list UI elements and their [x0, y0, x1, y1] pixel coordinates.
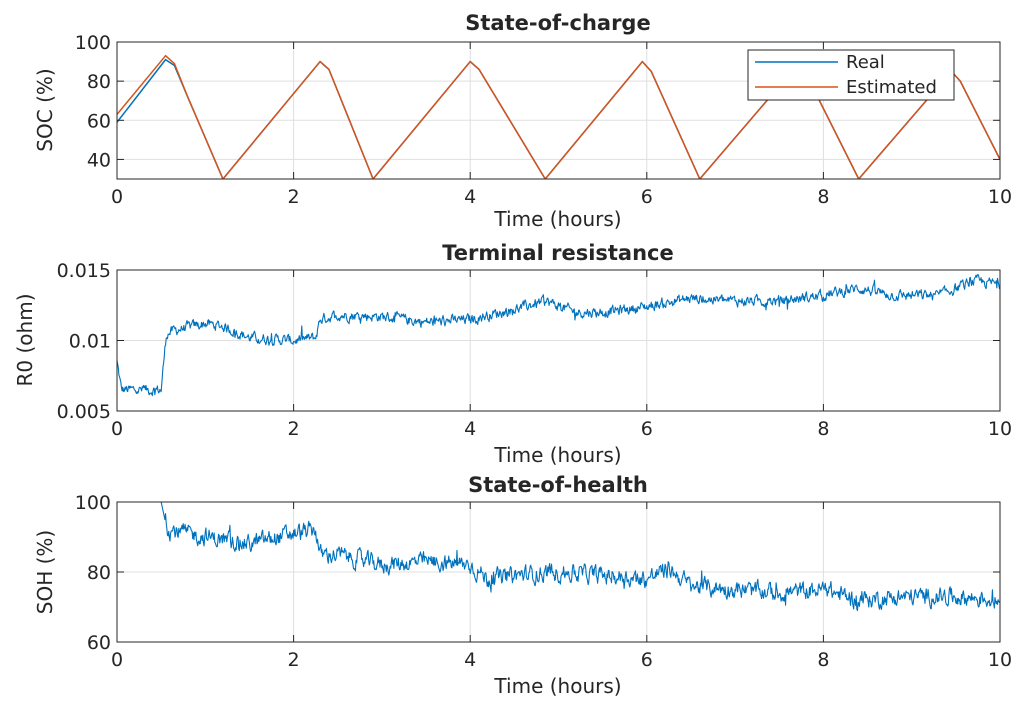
legend-label-real: Real — [846, 52, 885, 73]
soh-ytick-label: 60 — [87, 632, 111, 654]
soh-xlabel: Time (hours) — [493, 674, 621, 698]
soh-xtick-label: 0 — [111, 649, 123, 671]
r0-title: Terminal resistance — [442, 241, 674, 265]
soc-axes: 0 2 4 6 8 10 40 60 80 100 State-of-charge Time (h… — [33, 11, 1012, 231]
r0-series — [117, 273, 1000, 397]
soh-series-line-0 — [117, 502, 1000, 612]
soh-ylabel: SOH (%) — [33, 530, 57, 614]
soc-axes-box — [116, 41, 1001, 180]
soh-title: State-of-health — [468, 473, 648, 497]
soc-ylabel: SOC (%) — [33, 68, 57, 151]
legend-box — [747, 49, 955, 101]
r0-series-line-0 — [117, 273, 1000, 397]
soc-ytick-label: 60 — [87, 110, 111, 132]
soc-ticks: 0 2 4 6 8 10 40 60 80 100 — [75, 32, 1012, 208]
r0-xtick-label: 2 — [288, 418, 300, 440]
r0-ytick-label: 0.005 — [57, 401, 111, 423]
soh-xtick-label: 10 — [988, 649, 1012, 671]
r0-ytick-label: 0.015 — [57, 260, 111, 282]
soc-title: State-of-charge — [465, 11, 650, 35]
soh-axes: 0 2 4 6 8 10 60 80 100 State-of-health Time (hou… — [33, 473, 1012, 698]
r0-ticks: 0 2 4 6 8 10 0.005 0.01 0.015 — [57, 260, 1013, 440]
soc-ytick-label: 100 — [75, 32, 111, 54]
soh-xtick-label: 8 — [817, 649, 829, 671]
soc-ytick-label: 80 — [87, 71, 111, 93]
soc-xtick-label: 8 — [817, 186, 829, 208]
soc-xtick-label: 6 — [641, 186, 653, 208]
r0-ytick-label: 0.01 — [69, 331, 111, 353]
soh-ticks: 0 2 4 6 8 10 60 80 100 — [75, 492, 1012, 671]
r0-xtick-label: 8 — [817, 418, 829, 440]
r0-xtick-label: 10 — [988, 418, 1012, 440]
soc-ytick-label: 40 — [87, 149, 111, 171]
r0-xlabel: Time (hours) — [493, 443, 621, 467]
r0-axes: 0 2 4 6 8 10 0.005 0.01 0.015 Terminal resistanc… — [13, 241, 1012, 467]
soc-xtick-label: 0 — [111, 186, 123, 208]
r0-ylabel: R0 (ohm) — [13, 294, 37, 387]
soc-xtick-label: 10 — [988, 186, 1012, 208]
soh-ytick-label: 80 — [87, 562, 111, 584]
soh-xtick-label: 6 — [641, 649, 653, 671]
soc-xlabel: Time (hours) — [493, 207, 621, 231]
legend-label-estimated: Estimated — [846, 77, 937, 98]
soc-series-line-estimated — [117, 54, 1000, 179]
soc-series — [117, 54, 1000, 179]
soh-xtick-label: 4 — [464, 649, 476, 671]
soh-xtick-label: 2 — [288, 649, 300, 671]
soh-series — [117, 502, 1000, 612]
soc-legend: Real Estimated — [747, 49, 955, 101]
soc-xtick-label: 4 — [464, 186, 476, 208]
r0-xtick-label: 4 — [464, 418, 476, 440]
r0-xtick-label: 6 — [641, 418, 653, 440]
soc-xtick-label: 2 — [288, 186, 300, 208]
r0-xtick-label: 0 — [111, 418, 123, 440]
soh-ytick-label: 100 — [75, 492, 111, 514]
